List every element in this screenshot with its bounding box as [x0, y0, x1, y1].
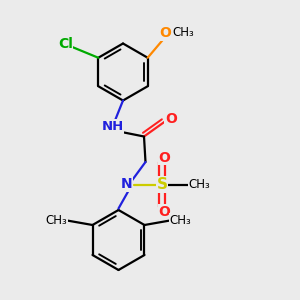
Text: O: O	[158, 205, 170, 218]
Text: CH₃: CH₃	[169, 214, 191, 227]
Text: CH₃: CH₃	[173, 26, 195, 39]
Text: O: O	[160, 26, 172, 40]
Text: O: O	[158, 151, 170, 164]
Text: S: S	[157, 177, 167, 192]
Text: CH₃: CH₃	[46, 214, 68, 227]
Text: Cl: Cl	[58, 37, 73, 51]
Text: NH: NH	[101, 120, 124, 133]
Text: CH₃: CH₃	[189, 178, 210, 191]
Text: O: O	[165, 112, 177, 125]
Text: N: N	[121, 178, 132, 191]
